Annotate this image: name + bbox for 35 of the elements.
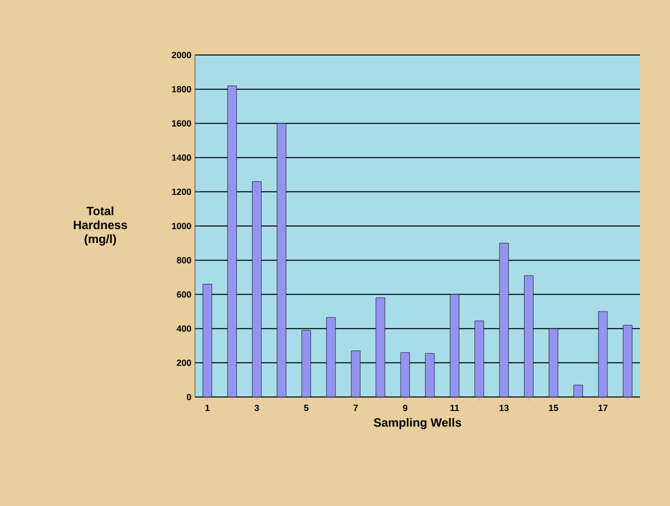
x-tick-label: 15 xyxy=(549,404,558,412)
y-tick-label: 2000 xyxy=(172,52,192,58)
bar xyxy=(474,320,484,397)
x-tick-label: 13 xyxy=(500,404,509,412)
bar xyxy=(524,276,534,397)
y-tick-label: 600 xyxy=(176,291,192,298)
bar xyxy=(302,330,311,397)
bar xyxy=(376,298,385,397)
y-tick-label: 1600 xyxy=(172,120,192,127)
bar xyxy=(425,353,434,397)
y-axis-title: Total Hardness (mg/l) xyxy=(74,206,128,246)
x-tick-label: 3 xyxy=(254,404,259,412)
bar xyxy=(598,312,608,397)
x-tick-label: 11 xyxy=(450,404,460,411)
x-tick-label: 1 xyxy=(205,404,210,411)
x-tick-label: 9 xyxy=(402,404,408,412)
bar xyxy=(351,350,360,397)
x-tick-label: 7 xyxy=(354,404,358,411)
x-axis-title: Sampling Wells xyxy=(374,418,462,430)
y-tick-label: 1400 xyxy=(172,154,192,161)
y-tick-label: 0 xyxy=(186,394,192,400)
y-tick-label: 800 xyxy=(176,257,192,264)
y-tick-label: 1200 xyxy=(172,188,192,195)
bar xyxy=(450,294,460,397)
y-tick-label: 1000 xyxy=(172,222,192,230)
y-tick-label: 1800 xyxy=(172,86,192,92)
x-tick-label: 5 xyxy=(304,404,308,412)
x-tick-label: 17 xyxy=(598,404,608,411)
bar xyxy=(228,86,237,397)
y-tick-label: 400 xyxy=(176,325,192,332)
y-tick-label: 200 xyxy=(176,360,192,366)
bar xyxy=(202,284,212,397)
bar xyxy=(400,352,410,397)
bar xyxy=(622,324,632,397)
bar xyxy=(252,182,262,397)
